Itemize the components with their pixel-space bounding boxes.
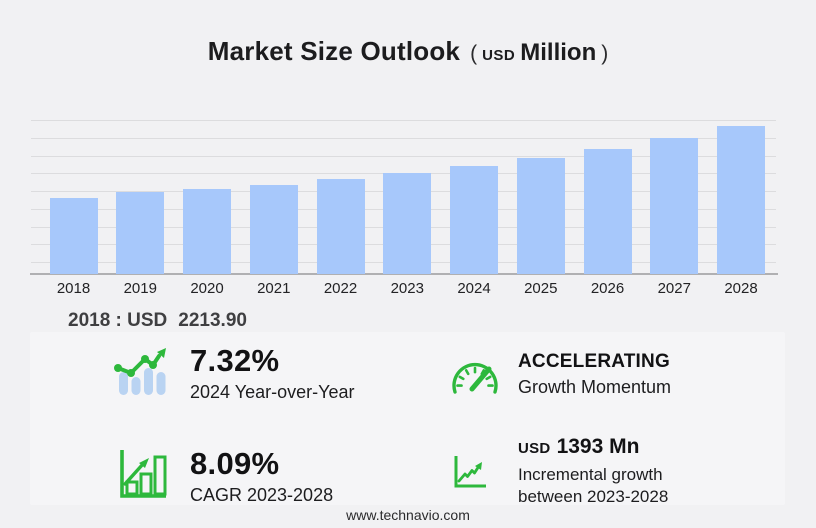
bar-chart-area: 2018 2019 2020 2021 2022 2023 2024 2025 2026 2027… [30, 120, 778, 297]
bar-2022 [316, 179, 365, 274]
cagr-value: 8.09% [190, 446, 280, 481]
base-year-annotation: 2018 : USD 2213.90 [68, 310, 247, 332]
bar-2018 [49, 198, 98, 274]
x-axis-line [30, 273, 778, 275]
chart-title: Market Size Outlook (USD Million) [0, 36, 816, 67]
title-currency: USD [482, 47, 516, 64]
x-axis-label-2027: 2027 [657, 280, 691, 297]
x-axis-label-2026: 2026 [590, 280, 625, 297]
x-axis-label-2021: 2021 [257, 280, 291, 297]
x-axis-label-2020: 2020 [190, 280, 224, 297]
bar-2019 [116, 191, 165, 274]
incremental-label-line2: between 2023-2028 [518, 487, 669, 506]
title-paren-open: ( [470, 42, 478, 65]
gridline [31, 120, 776, 121]
footer-url: www.technavio.com [346, 507, 470, 523]
stat-incremental-growth: USD 1393 Mn Incremental growth between 20… [448, 434, 668, 508]
gridline [31, 155, 776, 157]
x-axis-label-2022: 2022 [323, 280, 358, 297]
incremental-amount: 1393 Mn [556, 435, 640, 458]
x-axis-label-2018: 2018 [56, 280, 91, 297]
bar-2027 [650, 138, 699, 274]
x-axis-label-2023: 2023 [390, 280, 424, 297]
growth-bars-icon [120, 450, 167, 498]
title-unit: Million [520, 39, 597, 66]
incremental-label-line1: Incremental growth [518, 465, 663, 484]
title-paren-close: ) [601, 42, 609, 65]
x-axis-label-2024: 2024 [457, 280, 491, 297]
bar-2021 [249, 185, 298, 274]
line-chart-icon [454, 456, 486, 488]
incremental-currency: USD [518, 440, 551, 457]
stat-cagr: 8.09% CAGR 2023-2028 [112, 446, 333, 506]
bar-chart-trend-icon [114, 348, 166, 395]
stat-growth-momentum: ACCELERATING Growth Momentum [448, 350, 671, 398]
gridline [31, 137, 776, 139]
momentum-label: Growth Momentum [518, 377, 672, 397]
cagr-label: CAGR 2023-2028 [190, 485, 334, 505]
bar-2020 [183, 189, 231, 274]
x-axis-label-2025: 2025 [524, 280, 558, 297]
yoy-value: 7.32% [190, 343, 280, 378]
incremental-value: USD 1393 Mn [518, 434, 668, 462]
base-year-value: 2213.90 [178, 310, 247, 331]
bar-2024 [450, 166, 498, 274]
base-year-label: 2018 : USD [68, 310, 168, 331]
yoy-label: 2024 Year-over-Year [190, 382, 355, 402]
chart-title-main: Market Size Outlook [207, 36, 461, 66]
bar-2023 [383, 173, 432, 274]
x-axis-label-2019: 2019 [123, 280, 157, 297]
bar-2026 [583, 148, 632, 274]
bar-2028 [717, 125, 765, 274]
stat-year-over-year: 7.32% 2024 Year-over-Year [112, 343, 354, 403]
momentum-value: ACCELERATING [518, 351, 670, 372]
bar-2025 [516, 157, 565, 274]
speedometer-icon [452, 362, 498, 394]
x-axis-label-2028: 2028 [724, 280, 758, 297]
